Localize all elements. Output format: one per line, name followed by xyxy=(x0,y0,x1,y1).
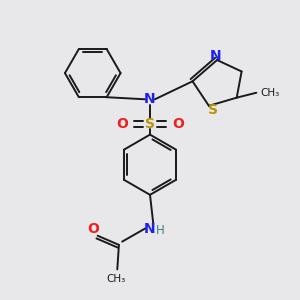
Text: N: N xyxy=(210,49,221,63)
Text: O: O xyxy=(116,117,128,131)
Text: S: S xyxy=(145,117,155,131)
Text: H: H xyxy=(155,224,164,237)
Text: CH₃: CH₃ xyxy=(106,274,125,284)
Text: S: S xyxy=(208,103,218,117)
Text: N: N xyxy=(144,92,156,106)
Text: N: N xyxy=(144,221,156,236)
Text: CH₃: CH₃ xyxy=(261,88,280,98)
Text: O: O xyxy=(172,117,184,131)
Text: O: O xyxy=(87,222,99,236)
